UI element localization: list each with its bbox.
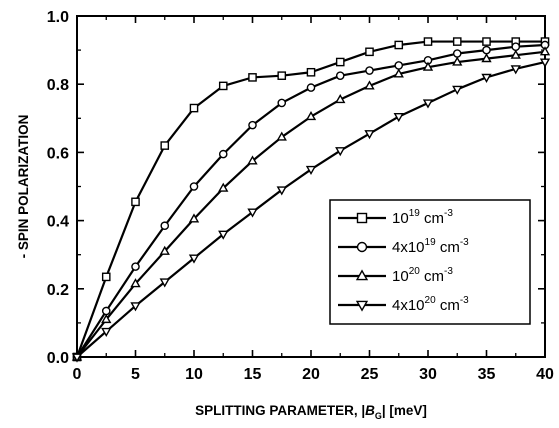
legend-marker: [355, 300, 369, 312]
data-point: [452, 49, 462, 58]
data-point: [422, 61, 434, 71]
data-point: [394, 61, 404, 70]
data-point: [539, 46, 551, 56]
data-point: [481, 53, 492, 63]
data-point: [101, 313, 112, 324]
x-tick-label: 35: [478, 366, 496, 383]
data-point: [511, 42, 521, 51]
data-point: [422, 99, 434, 109]
x-tick-label: 10: [185, 366, 203, 383]
x-tick-label: 20: [302, 366, 320, 383]
y-axis-title: - SPIN POLARIZATION: [16, 115, 31, 259]
data-point: [218, 81, 228, 91]
data-point: [335, 71, 345, 80]
data-point: [130, 302, 141, 312]
data-point: [276, 186, 287, 196]
legend-entry-4: 4x1020 cm-3: [338, 295, 469, 314]
data-point: [248, 73, 257, 82]
data-point: [188, 254, 200, 264]
legend-label: 1019 cm-3: [392, 208, 453, 227]
y-tick-label: 0.6: [47, 145, 69, 162]
data-point: [364, 80, 375, 90]
legend-label: 4x1019 cm-3: [392, 237, 469, 256]
data-point: [306, 83, 316, 92]
legend-entry-3: 1020 cm-3: [338, 266, 453, 285]
data-point: [159, 245, 170, 255]
data-point: [277, 98, 287, 108]
data-point: [335, 147, 346, 157]
series-4: [71, 58, 551, 363]
y-tick-label: 0.0: [47, 350, 69, 367]
x-tick-label: 25: [361, 366, 379, 383]
data-point: [365, 47, 374, 57]
data-point: [364, 130, 375, 140]
data-point: [481, 73, 492, 83]
series-2: [72, 40, 550, 362]
legend-marker: [356, 212, 368, 224]
data-point: [452, 56, 463, 66]
x-tick-label: 15: [244, 366, 262, 383]
series-1: [72, 37, 550, 362]
data-point: [159, 278, 170, 288]
data-point: [305, 165, 317, 176]
x-axis-title: SPLITTING PARAMETER, |BG| [meV]: [195, 403, 427, 421]
y-tick-label: 0.4: [47, 214, 69, 231]
data-point: [393, 68, 404, 78]
data-point: [247, 155, 258, 165]
axes: [76, 15, 546, 358]
data-point: [248, 120, 257, 130]
data-point: [510, 49, 521, 59]
y-tick-label: 1.0: [47, 9, 69, 26]
x-tick-label: 5: [131, 366, 140, 383]
data-point: [452, 85, 463, 95]
axis-labels: 0 5 10 15 20 25 30 35 40 0.0 0.2 0.4 0.6 0.8 1.0 SPLITT…: [16, 9, 554, 421]
data-point: [218, 182, 229, 192]
series-layer: [71, 37, 551, 363]
data-point: [101, 327, 112, 337]
data-point: [218, 230, 229, 240]
data-point: [101, 306, 111, 316]
data-point: [131, 197, 140, 207]
legend-entry-1: 1019 cm-3: [338, 208, 453, 227]
data-point: [277, 71, 287, 80]
data-point: [452, 37, 462, 46]
data-point: [131, 262, 140, 271]
data-point: [335, 57, 345, 67]
data-point: [189, 103, 199, 113]
data-point: [160, 221, 170, 231]
x-tick-label: 40: [536, 366, 554, 383]
data-point: [71, 353, 83, 363]
data-point: [276, 131, 287, 141]
data-point: [189, 182, 199, 191]
y-tick-label: 0.8: [47, 77, 69, 94]
data-point: [365, 66, 374, 75]
data-point: [423, 37, 433, 46]
legend-label: 4x1020 cm-3: [392, 295, 469, 314]
data-point: [160, 141, 170, 150]
legend: 1019 cm-3 4x1019 cm-3 1020 cm-3 4x1020 cm-3: [329, 199, 531, 325]
legend-marker: [355, 269, 369, 281]
data-point: [188, 213, 200, 223]
data-point: [101, 272, 111, 282]
legend-marker: [356, 241, 368, 253]
data-point: [306, 67, 316, 77]
data-point: [482, 45, 491, 55]
data-point: [335, 93, 346, 104]
data-point: [394, 40, 404, 50]
x-tick-label: 30: [419, 366, 437, 383]
data-point: [539, 58, 551, 68]
legend-label: 1020 cm-3: [392, 266, 453, 285]
data-point: [130, 278, 141, 288]
data-point: [510, 65, 521, 75]
data-point: [247, 208, 258, 218]
data-point: [482, 37, 491, 46]
x-tick-label: 0: [73, 366, 82, 383]
data-point: [305, 111, 317, 121]
legend-entry-2: 4x1019 cm-3: [338, 237, 469, 256]
data-point: [393, 113, 404, 123]
data-point: [218, 149, 228, 159]
y-tick-label: 0.2: [47, 282, 69, 299]
